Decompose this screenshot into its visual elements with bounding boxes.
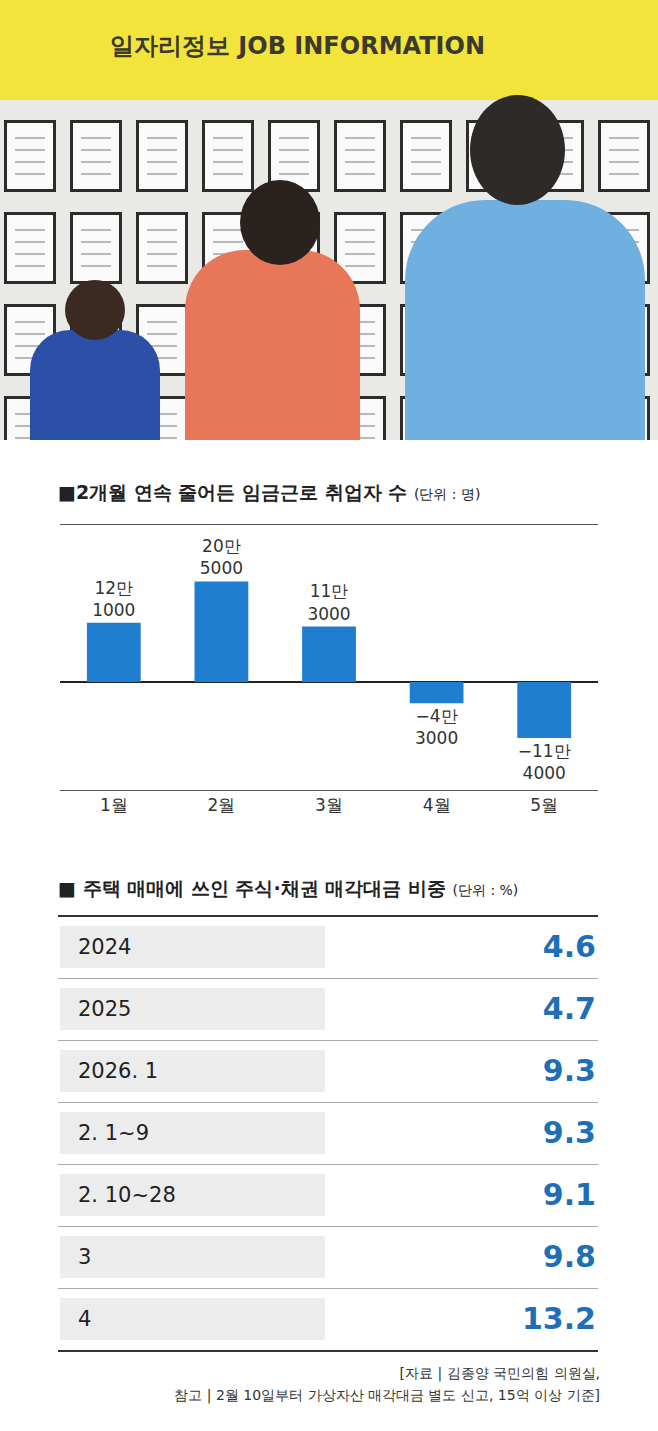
- html-text:2025: 2025: [78, 997, 132, 1021]
- svg-text:12만1000: 12만1000: [92, 578, 135, 620]
- html-text:2024: 2024: [78, 935, 132, 959]
- html-text:9.1: 9.1: [542, 1177, 596, 1212]
- html-text:[자료 | 김종양 국민의힘 의원실,: [자료 | 김종양 국민의힘 의원실,: [399, 1365, 600, 1381]
- svg-text:2월: 2월: [207, 795, 235, 815]
- html-text:4.7: 4.7: [542, 991, 596, 1026]
- html-text:참고 | 2월 10일부터 가상자산 매각대금 별도 신고,: 참고 | 2월 10일부터 가상자산 매각대금 별도 신고, 15억 이상 기준…: [174, 1387, 600, 1403]
- html-text:9.8: 9.8: [542, 1239, 596, 1274]
- html-text:2. 1~9: 2. 1~9: [78, 1121, 149, 1145]
- svg-text:4월: 4월: [423, 795, 451, 815]
- html-text:2. 10~28: 2. 10~28: [78, 1183, 176, 1207]
- html-text:9.3: 9.3: [542, 1053, 596, 1088]
- svg-text:−4만3000: −4만3000: [415, 706, 458, 748]
- svg-text:1월: 1월: [100, 795, 128, 815]
- html-text:13.2: 13.2: [522, 1301, 596, 1336]
- html-text:■2개월 연속 줄어든 임금근로 취업자 수(단위 : 명): ■2개월 연속 줄어든 임금근로 취업자 수(단위 : 명): [58, 481, 481, 503]
- svg-text:−11만4000: −11만4000: [518, 741, 571, 783]
- svg-text:11만3000: 11만3000: [307, 581, 350, 623]
- html-text:일자리정보 JOB INFORMATION: 일자리정보 JOB INFORMATION: [110, 32, 485, 60]
- svg-text:5월: 5월: [530, 795, 558, 815]
- html-text:9.3: 9.3: [542, 1115, 596, 1150]
- html-text:4: 4: [78, 1307, 92, 1331]
- html-text:3: 3: [78, 1245, 92, 1269]
- html-text:■ 주택 매매에 쓰인 주식·채권 매각대금 비중(단위 :: ■ 주택 매매에 쓰인 주식·채권 매각대금 비중(단위 : %): [58, 877, 519, 899]
- html-text:4.6: 4.6: [542, 929, 596, 964]
- svg-text:20만5000: 20만5000: [200, 536, 243, 578]
- svg-text:3월: 3월: [315, 795, 343, 815]
- html-text:2026. 1: 2026. 1: [78, 1059, 159, 1083]
